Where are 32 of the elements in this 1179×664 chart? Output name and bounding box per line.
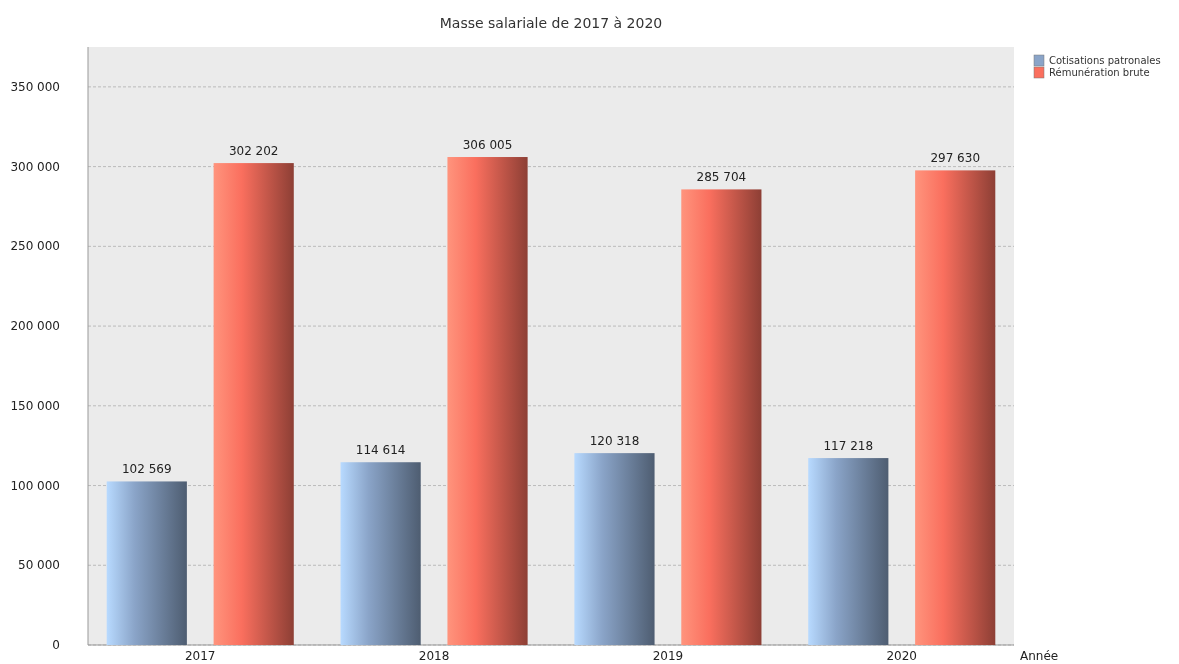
- x-tick-label: 2018: [418, 649, 450, 663]
- x-axis-title: Année: [1020, 649, 1059, 663]
- chart-title: Masse salariale de 2017 à 2020: [439, 15, 663, 31]
- data-label: 297 630: [930, 151, 981, 166]
- data-label: 302 202: [228, 144, 279, 159]
- data-label: 102 569: [121, 462, 172, 477]
- legend-label: Rémunération brute: [1049, 67, 1150, 78]
- bar: [447, 157, 528, 645]
- data-label: 114 614: [355, 443, 406, 458]
- bar: [574, 453, 655, 645]
- bar: [915, 170, 996, 645]
- y-tick-label: 150 000: [10, 398, 60, 413]
- x-tick-label: 2019: [652, 649, 684, 663]
- bar: [340, 462, 421, 645]
- data-label: 306 005: [462, 138, 513, 153]
- y-tick-label: 250 000: [10, 239, 60, 254]
- bar: [681, 189, 762, 645]
- y-tick-label: 200 000: [10, 319, 60, 334]
- y-tick-label: 300 000: [10, 159, 60, 174]
- bar: [106, 481, 187, 645]
- y-tick-label: 50 000: [18, 558, 60, 573]
- data-label: 117 218: [823, 439, 874, 454]
- data-label: 120 318: [589, 434, 640, 449]
- data-label: 285 704: [696, 170, 747, 185]
- x-tick-label: 2020: [886, 649, 918, 663]
- x-tick-label: 2017: [184, 649, 216, 663]
- legend-label: Cotisations patronales: [1049, 55, 1161, 66]
- y-tick-label: 100 000: [10, 478, 60, 493]
- bar: [808, 458, 889, 645]
- y-tick-label: 350 000: [10, 79, 60, 94]
- bar: [213, 163, 294, 645]
- y-tick-label: 0: [52, 638, 60, 652]
